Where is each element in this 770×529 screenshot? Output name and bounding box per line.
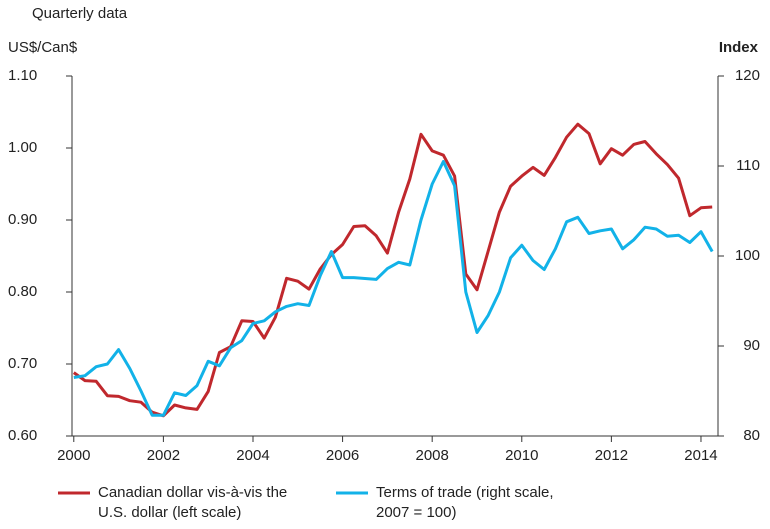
y2-tick-label: 120 [735, 67, 760, 84]
y-tick-label: 1.00 [8, 139, 37, 156]
y2-tick-label: 80 [743, 427, 760, 444]
series-line [73, 160, 714, 417]
y-tick-label: 0.60 [8, 427, 37, 444]
subtitle: Quarterly data [32, 5, 128, 22]
y-tick-label: 1.10 [8, 67, 37, 84]
y-tick-label: 0.90 [8, 211, 37, 228]
y2-tick-label: 110 [736, 157, 760, 174]
x-tick-label: 2010 [505, 447, 538, 464]
y-tick-label: 0.80 [8, 283, 37, 300]
legend-label: Terms of trade (right scale, 2007 = 100) [376, 484, 554, 521]
x-tick-label: 2008 [415, 447, 448, 464]
series-line [72, 122, 713, 418]
legend-label: Canadian dollar vis-à-vis the U.S. dolla… [98, 484, 288, 521]
x-tick-label: 2002 [147, 447, 180, 464]
y2-axis-label: Index [719, 39, 759, 56]
x-tick-label: 2000 [57, 447, 90, 464]
y-axis-label: US$/Can$ [8, 39, 78, 56]
y-tick-label: 0.70 [8, 355, 37, 372]
y2-tick-label: 90 [743, 337, 760, 354]
x-tick-label: 2014 [684, 447, 717, 464]
x-tick-label: 2006 [326, 447, 359, 464]
y2-tick-label: 100 [735, 247, 760, 264]
x-tick-label: 2012 [595, 447, 628, 464]
x-tick-label: 2004 [236, 447, 269, 464]
